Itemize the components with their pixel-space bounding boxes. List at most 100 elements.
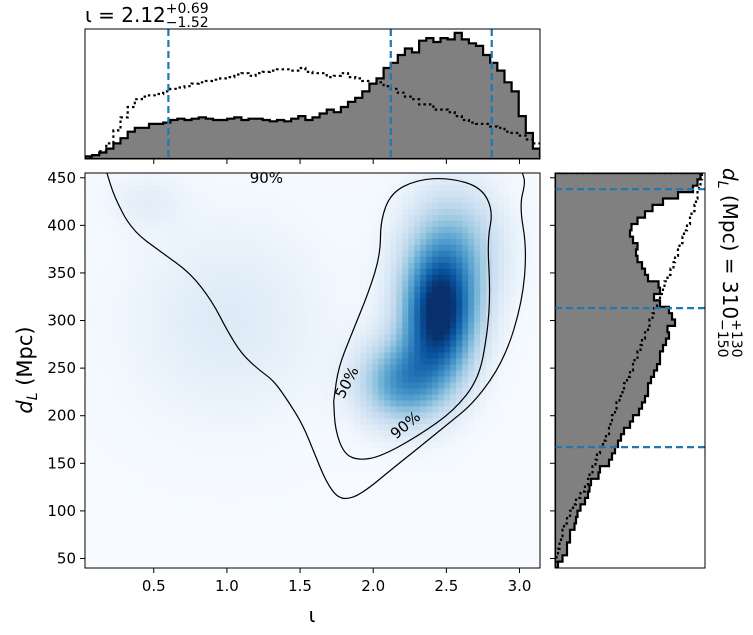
heatmap-cell [132, 550, 140, 557]
heatmap-cell [450, 226, 457, 234]
heatmap-cell [276, 514, 284, 521]
heatmap-cell [486, 382, 493, 390]
heatmap-cell [174, 382, 182, 390]
heatmap-cell [85, 436, 92, 443]
heatmap-cell [390, 173, 397, 180]
heatmap-cell [474, 556, 481, 563]
heatmap-cell [420, 412, 427, 419]
heatmap-cell [426, 376, 433, 384]
heatmap-cell [486, 538, 493, 545]
heatmap-cell [390, 346, 397, 354]
heatmap-cell [318, 196, 326, 204]
heatmap-cell [150, 190, 158, 198]
heatmap-cell [426, 334, 433, 342]
heatmap-cell [108, 544, 116, 551]
heatmap-cell [462, 484, 469, 491]
heatmap-cell [150, 448, 158, 455]
heatmap-cell [468, 286, 475, 294]
heatmap-cell [348, 226, 356, 234]
heatmap-cell [282, 238, 290, 246]
heatmap-cell [330, 418, 338, 425]
heatmap-cell [132, 250, 140, 258]
heatmap-cell [192, 478, 200, 485]
heatmap-cell [348, 436, 356, 443]
heatmap-cell [216, 538, 224, 545]
heatmap-cell [312, 226, 320, 234]
heatmap-cell [444, 442, 451, 449]
heatmap-cell [408, 220, 415, 228]
heatmap-cell [162, 478, 170, 485]
heatmap-cell [246, 448, 254, 455]
heatmap-cell [372, 370, 379, 378]
heatmap-cell [150, 286, 158, 294]
heatmap-cell [258, 376, 266, 384]
heatmap-cell [456, 478, 463, 485]
heatmap-cell [234, 484, 242, 491]
heatmap-cell [126, 268, 134, 276]
heatmap-cell [390, 208, 397, 216]
heatmap-cell [510, 346, 517, 354]
heatmap-cell [270, 496, 278, 503]
heatmap-cell [294, 520, 302, 527]
heatmap-cell [396, 448, 403, 455]
heatmap-cell [210, 382, 218, 390]
heatmap-cell [354, 520, 361, 527]
heatmap-cell [252, 478, 260, 485]
heatmap-cell [492, 346, 499, 354]
heatmap-cell [282, 400, 290, 407]
heatmap-cell [324, 232, 332, 240]
heatmap-cell [324, 436, 332, 443]
heatmap-cell [96, 196, 104, 204]
heatmap-cell [516, 244, 523, 252]
heatmap-cell [312, 532, 320, 539]
heatmap-cell [516, 544, 523, 551]
heatmap-cell [384, 256, 391, 264]
heatmap-cell [264, 430, 272, 437]
heatmap-cell [186, 448, 194, 455]
heatmap-cell [426, 418, 433, 425]
heatmap-cell [372, 214, 379, 222]
heatmap-cell [85, 328, 92, 336]
heatmap-cell [306, 562, 314, 568]
heatmap-cell [228, 196, 236, 204]
heatmap-cell [408, 556, 415, 563]
heatmap-cell [372, 508, 379, 515]
heatmap-cell [486, 208, 493, 216]
heatmap-cell [276, 460, 284, 467]
heatmap-cell [288, 544, 296, 551]
heatmap-cell [378, 484, 385, 491]
heatmap-cell [108, 448, 116, 455]
heatmap-cell [126, 370, 134, 378]
heatmap-cell [198, 286, 206, 294]
heatmap-cell [210, 388, 218, 396]
heatmap-cell [528, 280, 535, 288]
heatmap-cell [522, 520, 529, 527]
heatmap-cell [480, 322, 487, 330]
heatmap-cell [186, 520, 194, 527]
heatmap-cell [438, 556, 445, 563]
heatmap-cell [504, 280, 511, 288]
heatmap-cell [432, 526, 439, 533]
heatmap-cell [222, 502, 230, 509]
heatmap-cell [192, 454, 200, 461]
heatmap-cell [366, 424, 373, 431]
heatmap-cell [432, 280, 439, 288]
heatmap-cell [192, 544, 200, 551]
heatmap-cell [240, 538, 248, 545]
heatmap-cell [474, 173, 481, 180]
heatmap-cell [120, 430, 128, 437]
heatmap-cell [246, 316, 254, 324]
heatmap-cell [390, 382, 397, 390]
heatmap-cell [102, 484, 110, 491]
heatmap-cell [276, 544, 284, 551]
heatmap-cell [498, 322, 505, 330]
heatmap-cell [210, 304, 218, 312]
heatmap-cell [402, 478, 409, 485]
heatmap-cell [240, 448, 248, 455]
heatmap-cell [228, 244, 236, 252]
heatmap-cell [396, 238, 403, 246]
heatmap-cell [210, 436, 218, 443]
heatmap-cell [402, 238, 409, 246]
heatmap-cell [192, 484, 200, 491]
heatmap-cell [312, 220, 320, 228]
